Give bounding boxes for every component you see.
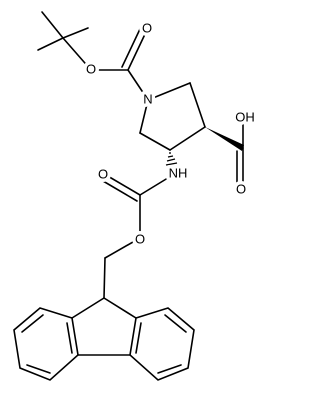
atom-label: O: [142, 20, 152, 35]
atom-label: O: [135, 231, 145, 246]
atom-label: O: [98, 166, 108, 181]
wedge-bond: [205, 127, 244, 151]
structure: O O N OH O NH O O: [13, 11, 255, 381]
atom-label: O: [236, 181, 246, 196]
atom-label: OH: [235, 109, 255, 124]
atom-label: N: [143, 91, 152, 106]
atom-label: O: [86, 61, 96, 76]
atom-label: NH: [169, 165, 188, 180]
bonds: [13, 11, 244, 381]
hashed-bond: [165, 152, 178, 166]
